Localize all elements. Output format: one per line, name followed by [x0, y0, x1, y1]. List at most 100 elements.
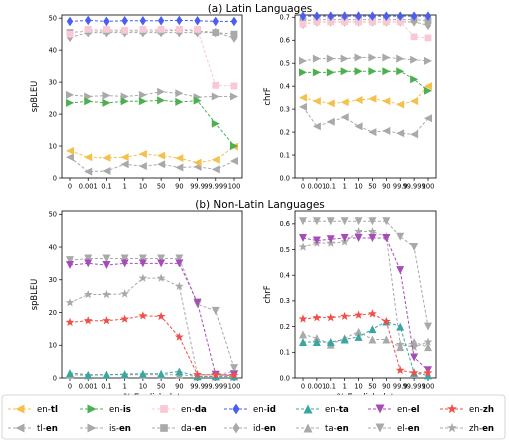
series-ta-en — [66, 370, 238, 381]
data-point-en-da — [66, 30, 74, 38]
data-point-en-is — [102, 98, 111, 107]
series-line-id-en — [302, 21, 429, 26]
data-point-ta-en — [424, 343, 432, 352]
legend-marker-zh-en — [447, 422, 457, 433]
data-point-zh-en — [138, 273, 148, 282]
x-tick-label: 1 — [343, 383, 347, 391]
series-line-en-el — [302, 237, 429, 371]
data-point-en-da — [355, 18, 362, 26]
data-point-en-ta — [102, 370, 111, 379]
data-point-tl-en — [340, 113, 349, 122]
data-point-ta-en — [299, 330, 307, 339]
x-tick-label: 50 — [157, 383, 165, 391]
data-point-zh-en — [423, 337, 433, 346]
x-tick-label: 0 — [301, 183, 305, 191]
data-point-en-is — [157, 96, 166, 105]
data-point-is-en — [326, 54, 335, 63]
data-point-en-ta — [84, 370, 93, 379]
data-point-en-tl — [299, 93, 307, 102]
data-point-en-el — [120, 259, 129, 268]
data-point-zh-en — [298, 242, 308, 251]
legend-label: en-id — [253, 405, 276, 415]
series-line-en-is — [69, 99, 235, 147]
data-point-en-id — [397, 11, 404, 21]
data-point-tl-en — [382, 126, 391, 135]
data-point-zh-en — [395, 340, 405, 349]
series-en-zh — [298, 309, 433, 377]
data-point-is-en — [66, 90, 74, 99]
data-point-en-ta — [157, 369, 166, 378]
y-tick-label: 30 — [49, 276, 57, 284]
x-tick-label: 0.001 — [79, 183, 98, 191]
title-non-latin: (b) Non-Latin Languages — [195, 199, 325, 211]
data-point-tl-en — [326, 117, 335, 126]
legend-label: en-tl — [37, 405, 58, 415]
data-point-tl-en — [84, 167, 93, 176]
series-line-en-id — [69, 19, 234, 22]
data-point-el-en — [382, 217, 391, 226]
series-line-en-zh — [69, 315, 235, 376]
x-tick-label: 1 — [343, 183, 347, 191]
data-point-en-id — [103, 16, 110, 27]
data-point-ta-en — [382, 335, 391, 344]
chart-panel-3: 0 10 20 30 40 50 0 0.001 0.1 1 10 50 90 99.9 99.999 100… — [29, 211, 243, 402]
legend-marker-en-da — [160, 405, 168, 413]
data-point-en-is — [120, 97, 129, 106]
x-tick-label: 1 — [123, 183, 127, 191]
series-en-da — [66, 25, 238, 90]
chart-panel-4: 0.00.10.20.30.40.50.60 0.001 0.1 1 10 50 90 99.… — [262, 210, 437, 402]
data-point-en-is — [396, 67, 405, 76]
data-point-el-en — [424, 322, 432, 331]
data-point-en-zh — [423, 368, 433, 377]
x-tick-label: 0.1 — [326, 183, 337, 191]
data-point-en-zh — [326, 313, 336, 322]
data-point-en-el — [138, 259, 147, 268]
data-point-en-zh — [65, 317, 75, 327]
data-point-en-zh — [409, 368, 419, 377]
y-axis-label: spBLEU — [29, 279, 39, 311]
data-point-en-id — [212, 16, 219, 27]
data-point-is-en — [368, 53, 377, 62]
data-point-en-is — [230, 142, 238, 151]
legend-item-da-en: da-en — [152, 424, 207, 434]
data-point-en-zh — [381, 316, 391, 326]
data-point-en-tl — [66, 146, 74, 155]
y-tick-label: 10 — [49, 142, 57, 150]
data-point-en-zh — [312, 313, 322, 322]
data-point-en-zh — [211, 370, 221, 379]
data-point-tl-en — [299, 102, 307, 111]
data-point-en-ta — [66, 369, 74, 378]
series-line-zh-en — [302, 231, 429, 348]
x-tick-label: 10 — [354, 383, 362, 391]
legend-marker-en-tl — [15, 404, 25, 414]
data-point-el-en — [354, 217, 363, 226]
data-point-en-zh — [174, 332, 184, 341]
legend-item-is-en: is-en — [80, 423, 131, 434]
data-point-id-en — [424, 20, 432, 31]
data-point-el-en — [84, 254, 93, 263]
x-tick-label: 90 — [382, 383, 390, 391]
x-tick-label: 50 — [368, 183, 376, 191]
y-tick-label: 50 — [49, 211, 57, 219]
data-point-en-id — [230, 16, 238, 27]
y-tick-label: 0.1 — [280, 349, 291, 357]
legend-label: en-da — [181, 405, 207, 415]
legend-label: el-en — [397, 424, 420, 434]
data-point-zh-en — [83, 289, 93, 299]
data-point-zh-en — [409, 342, 419, 351]
series-line-ta-en — [302, 331, 429, 348]
legend-item-tl-en: tl-en — [8, 423, 58, 434]
data-point-zh-en — [368, 226, 377, 236]
series-el-en — [299, 217, 432, 331]
data-point-en-el — [66, 261, 74, 270]
data-point-en-zh — [368, 309, 377, 318]
data-point-en-zh — [340, 311, 350, 321]
legend-label: en-zh — [469, 405, 494, 415]
data-point-en-tl — [396, 100, 405, 109]
data-point-en-id — [194, 15, 201, 26]
y-tick-label: 0.5 — [280, 60, 291, 68]
y-tick-label: 20 — [49, 110, 57, 118]
y-tick-label: 50 — [49, 14, 57, 22]
data-point-en-ta — [312, 338, 321, 347]
data-point-tl-en — [120, 160, 129, 169]
